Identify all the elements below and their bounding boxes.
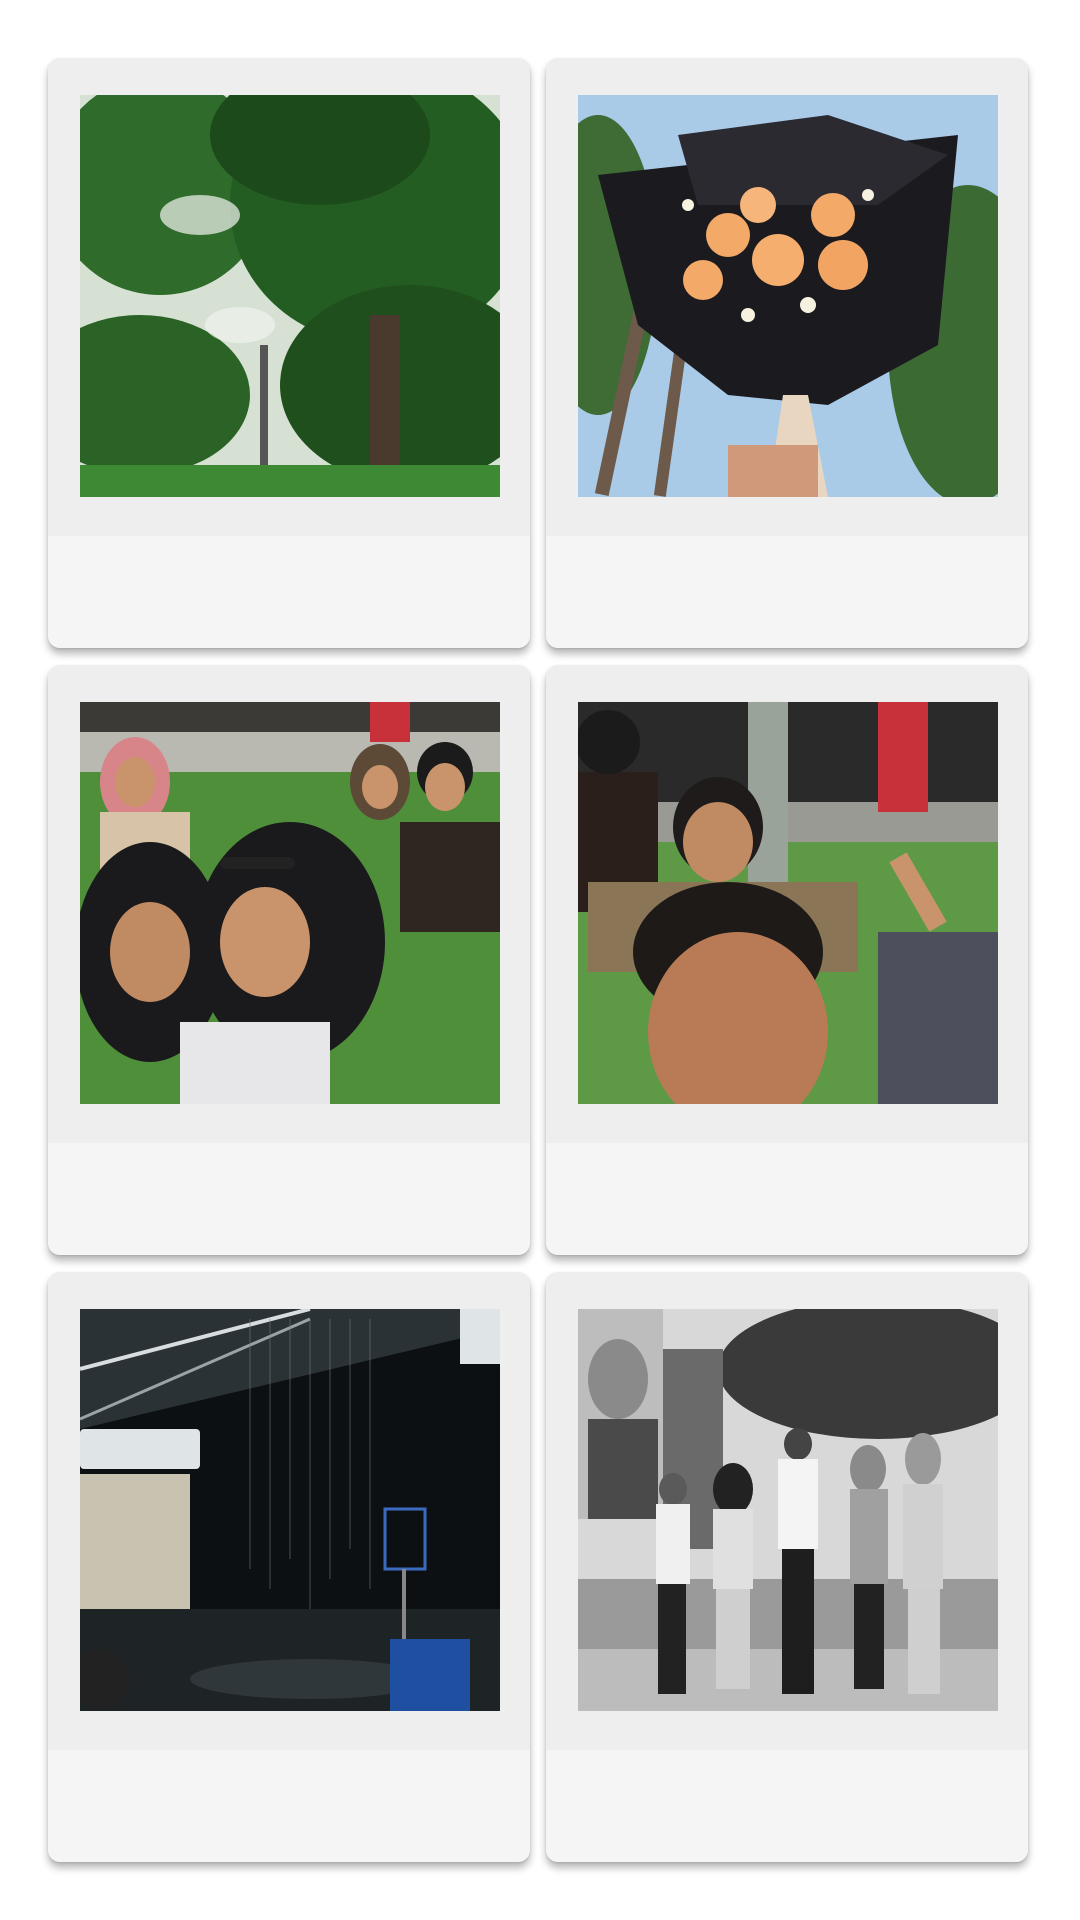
photo-bouquet[interactable] [578, 95, 998, 497]
polaroid-caption-area [48, 536, 530, 648]
polaroid-caption-area [48, 1143, 530, 1255]
polaroid-card-group-selfie-1[interactable] [48, 665, 530, 1255]
photo-rain-night[interactable] [80, 1309, 500, 1711]
polaroid-card-bouquet[interactable] [546, 58, 1028, 648]
polaroid-card-rain-night[interactable] [48, 1272, 530, 1862]
polaroid-caption-area [546, 1750, 1028, 1862]
photo-group-selfie-2[interactable] [578, 702, 998, 1104]
photo-group-bw[interactable] [578, 1309, 998, 1711]
photo-trees[interactable] [80, 95, 500, 497]
photo-group-selfie-1[interactable] [80, 702, 500, 1104]
polaroid-card-trees[interactable] [48, 58, 530, 648]
polaroid-card-group-selfie-2[interactable] [546, 665, 1028, 1255]
polaroid-caption-area [48, 1750, 530, 1862]
polaroid-caption-area [546, 536, 1028, 648]
polaroid-caption-area [546, 1143, 1028, 1255]
polaroid-card-group-bw[interactable] [546, 1272, 1028, 1862]
